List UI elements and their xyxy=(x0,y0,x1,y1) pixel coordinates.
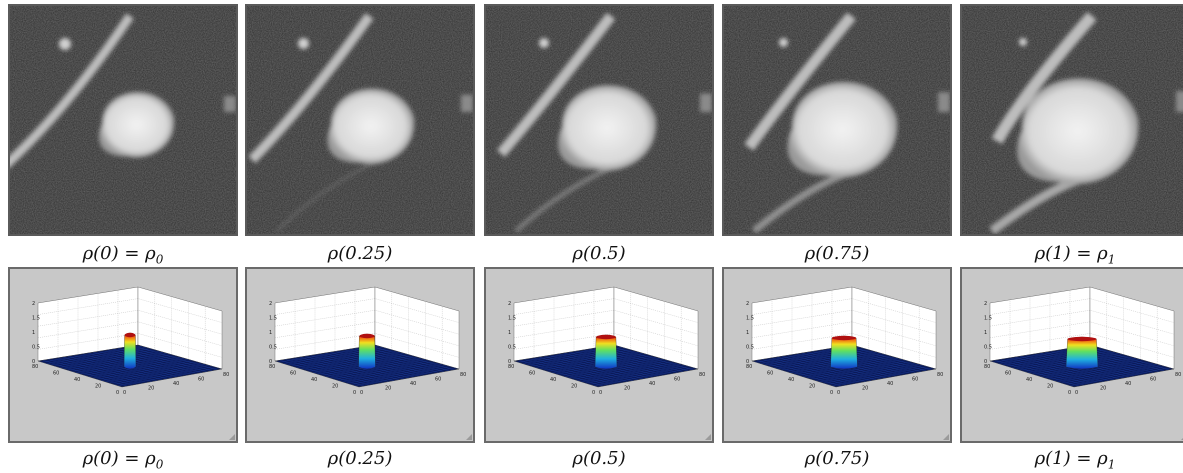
x-tick-label: 20 xyxy=(95,384,101,390)
y-tick-label: 40 xyxy=(410,381,416,387)
ct-slice-panel-4 xyxy=(960,4,1183,236)
ct-slice-panel-3 xyxy=(722,4,952,236)
y-tick-label: 80 xyxy=(460,372,466,378)
z-tick-label: 0.5 xyxy=(508,345,516,351)
y-tick-label: 20 xyxy=(1100,386,1106,392)
z-tick-label: 0 xyxy=(32,359,35,365)
x-tick-label: 20 xyxy=(332,384,338,390)
y-tick-label: 60 xyxy=(912,377,918,383)
x-tick-label: 40 xyxy=(1026,377,1032,383)
y-tick-label: 0 xyxy=(599,390,602,396)
y-tick-label: 80 xyxy=(223,372,229,378)
x-tick-label: 60 xyxy=(529,371,535,377)
z-tick-label: 0 xyxy=(984,359,987,365)
y-tick-label: 0 xyxy=(837,390,840,396)
bottom_row-caption-4: ρ(1) = ρ1 xyxy=(1034,448,1116,472)
top_row-caption-4: ρ(1) = ρ1 xyxy=(1034,243,1116,267)
x-tick-label: 20 xyxy=(571,384,577,390)
z-tick-label: 0.5 xyxy=(746,345,754,351)
x-tick-label: 40 xyxy=(311,377,317,383)
z-tick-label: 2 xyxy=(746,301,749,307)
z-tick-label: 0.5 xyxy=(269,345,277,351)
y-tick-label: 60 xyxy=(1150,377,1156,383)
z-tick-label: 1 xyxy=(984,330,987,336)
x-tick-label: 80 xyxy=(984,364,990,370)
z-tick-label: 1 xyxy=(746,330,749,336)
y-tick-label: 60 xyxy=(198,377,204,383)
z-tick-label: 2 xyxy=(508,301,511,307)
z-tick-label: 0.5 xyxy=(32,345,40,351)
z-tick-label: 1.5 xyxy=(746,316,754,322)
top_row-caption-3: ρ(0.75) xyxy=(804,243,870,264)
z-tick-label: 2 xyxy=(269,301,272,307)
z-tick-label: 0 xyxy=(269,359,272,365)
y-tick-label: 40 xyxy=(649,381,655,387)
z-tick-label: 2 xyxy=(32,301,35,307)
z-tick-label: 1.5 xyxy=(508,316,516,322)
y-tick-label: 0 xyxy=(123,390,126,396)
x-tick-label: 0 xyxy=(353,390,356,396)
y-tick-label: 0 xyxy=(1075,390,1078,396)
x-tick-label: 60 xyxy=(767,371,773,377)
bottom_row-caption-3: ρ(0.75) xyxy=(804,448,870,469)
x-tick-label: 20 xyxy=(809,384,815,390)
y-tick-label: 40 xyxy=(173,381,179,387)
x-tick-label: 80 xyxy=(508,364,514,370)
y-tick-label: 20 xyxy=(385,386,391,392)
surface-plot-panel-1: 2 1.5 1 0.5 0 80 60 40 20 0 0 20 40 60 80 xyxy=(245,267,475,443)
y-tick-label: 20 xyxy=(862,386,868,392)
x-tick-label: 20 xyxy=(1047,384,1053,390)
x-tick-label: 60 xyxy=(1005,371,1011,377)
z-tick-label: 2 xyxy=(984,301,987,307)
top_row-caption-0: ρ(0) = ρ0 xyxy=(82,243,164,267)
y-tick-label: 20 xyxy=(148,386,154,392)
x-tick-label: 40 xyxy=(74,377,80,383)
y-tick-label: 20 xyxy=(624,386,630,392)
bottom_row-caption-1: ρ(0.25) xyxy=(327,448,393,469)
y-tick-label: 80 xyxy=(699,372,705,378)
ct-slice-panel-2 xyxy=(484,4,714,236)
x-tick-label: 40 xyxy=(550,377,556,383)
x-tick-label: 0 xyxy=(116,390,119,396)
y-tick-label: 80 xyxy=(1175,372,1181,378)
x-tick-label: 0 xyxy=(1068,390,1071,396)
top_row-caption-2: ρ(0.5) xyxy=(572,243,626,264)
x-tick-label: 0 xyxy=(592,390,595,396)
surface-plot-panel-3: 2 1.5 1 0.5 0 80 60 40 20 0 0 20 40 60 80 xyxy=(722,267,952,443)
x-tick-label: 80 xyxy=(269,364,275,370)
x-tick-label: 60 xyxy=(290,371,296,377)
z-tick-label: 1.5 xyxy=(984,316,992,322)
z-tick-label: 1.5 xyxy=(32,316,40,322)
z-tick-label: 0 xyxy=(746,359,749,365)
x-tick-label: 80 xyxy=(32,364,38,370)
surface-plot-panel-4: 2 1.5 1 0.5 0 80 60 40 20 0 0 20 40 60 80 xyxy=(960,267,1183,443)
bottom_row-caption-0: ρ(0) = ρ0 xyxy=(82,448,164,472)
z-tick-label: 0.5 xyxy=(984,345,992,351)
ct-slice-panel-0 xyxy=(8,4,238,236)
z-tick-label: 1 xyxy=(508,330,511,336)
top_row-caption-1: ρ(0.25) xyxy=(327,243,393,264)
z-tick-label: 1.5 xyxy=(269,316,277,322)
x-tick-label: 60 xyxy=(53,371,59,377)
bottom_row-caption-2: ρ(0.5) xyxy=(572,448,626,469)
x-tick-label: 80 xyxy=(746,364,752,370)
z-tick-label: 1 xyxy=(32,330,35,336)
y-tick-label: 60 xyxy=(674,377,680,383)
y-tick-label: 80 xyxy=(937,372,943,378)
surface-plot-panel-2: 2 1.5 1 0.5 0 80 60 40 20 0 0 20 40 60 80 xyxy=(484,267,714,443)
y-tick-label: 0 xyxy=(360,390,363,396)
z-tick-label: 0 xyxy=(508,359,511,365)
z-tick-label: 1 xyxy=(269,330,272,336)
y-tick-label: 60 xyxy=(435,377,441,383)
y-tick-label: 40 xyxy=(887,381,893,387)
y-tick-label: 40 xyxy=(1125,381,1131,387)
surface-plot-panel-0: 2 1.5 1 0.5 0 80 60 40 20 0 0 20 40 60 80 xyxy=(8,267,238,443)
x-tick-label: 40 xyxy=(788,377,794,383)
ct-slice-panel-1 xyxy=(245,4,475,236)
x-tick-label: 0 xyxy=(830,390,833,396)
